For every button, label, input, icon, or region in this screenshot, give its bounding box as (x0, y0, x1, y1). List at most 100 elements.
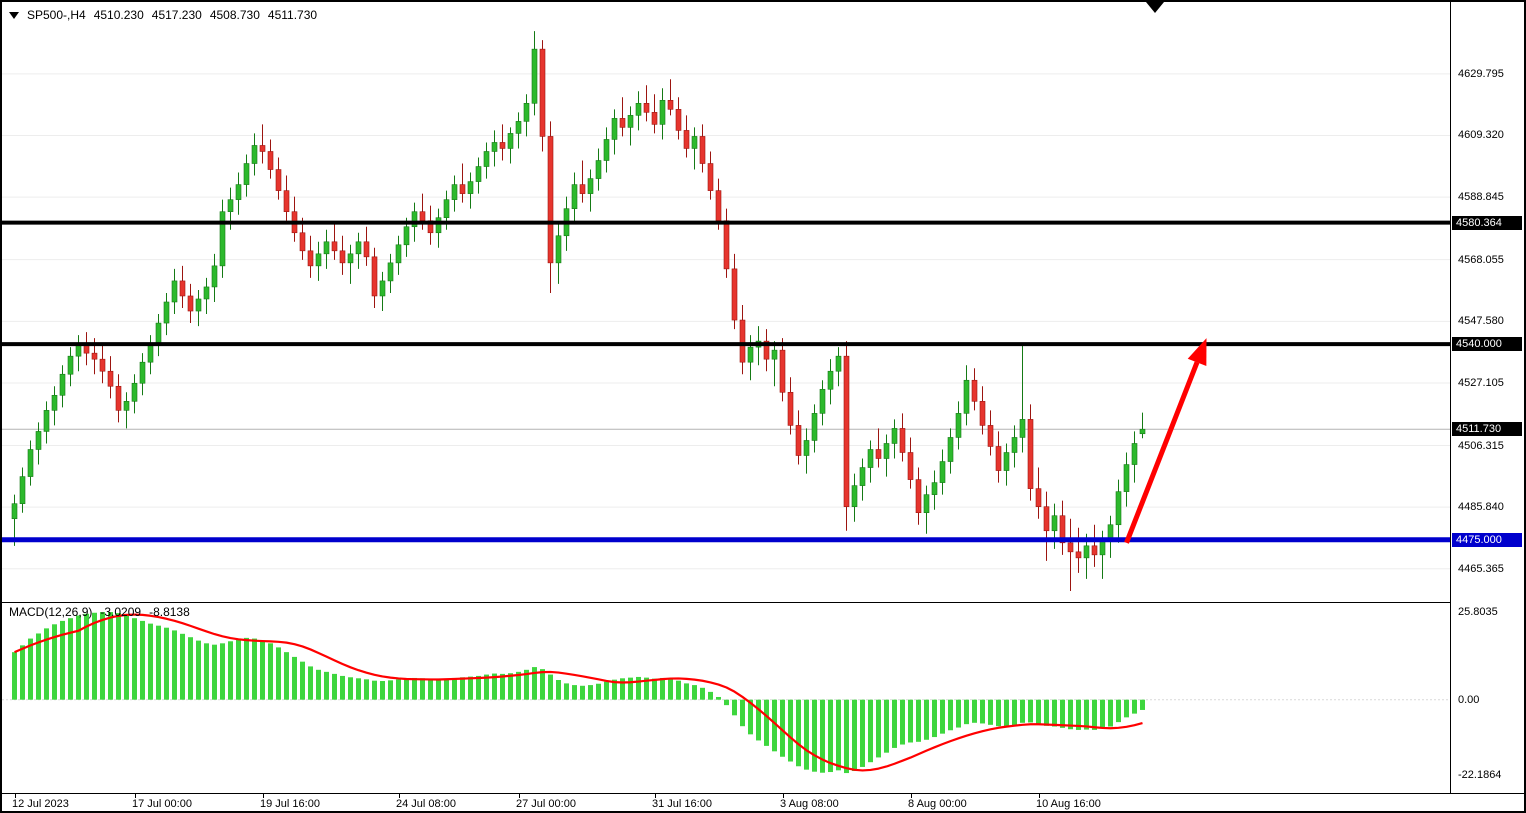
macd-tick-label: 0.00 (1458, 693, 1480, 706)
candle (1123, 452, 1130, 507)
candle-body (203, 286, 210, 300)
candle-body (603, 139, 610, 161)
candle-body (371, 256, 378, 297)
macd-histogram-bar (924, 699, 929, 740)
macd-histogram-bar (524, 669, 529, 700)
candle-body (1091, 545, 1098, 556)
candle-body (963, 379, 970, 414)
candle (1075, 527, 1082, 573)
candle (1011, 425, 1018, 468)
macd-histogram-bar (956, 699, 961, 728)
macd-histogram-bar (1140, 699, 1145, 710)
price-scale[interactable]: 4629.795 4609.320 4588.845 4568.055 4547.580… (1450, 2, 1524, 793)
macd-histogram-bar (124, 615, 129, 700)
trend-arrow[interactable] (1124, 338, 1207, 544)
candle-body (627, 115, 634, 128)
macd-histogram-bar (1084, 699, 1089, 730)
time-tick-label: 27 Jul 00:00 (516, 798, 576, 810)
candle-body (323, 241, 330, 255)
price-tick-label: 4568.055 (1458, 253, 1504, 266)
time-tick-label: 10 Aug 16:00 (1036, 798, 1101, 810)
candle-body (1003, 452, 1010, 471)
candle-body (539, 48, 546, 137)
candle-body (523, 103, 530, 122)
symbol-dropdown-icon (9, 11, 19, 19)
candle (59, 365, 66, 408)
macd-histogram-bar (148, 623, 153, 700)
chart-shift-marker-icon[interactable] (1146, 2, 1164, 13)
macd-histogram-bar (652, 678, 657, 700)
macd-indicator-header: MACD(12,26,9) -3.0209 -8.8138 (9, 605, 190, 619)
candle (75, 335, 82, 372)
candle (315, 241, 322, 281)
candle-body (307, 250, 314, 267)
macd-histogram-bar (876, 699, 881, 758)
macd-histogram-bar (948, 699, 953, 731)
candle (531, 31, 538, 116)
time-tick-mark (1038, 794, 1040, 798)
macd-histogram-bar (1060, 699, 1065, 728)
price-tick-label: 4465.365 (1458, 562, 1504, 575)
candle (267, 139, 274, 179)
candle-body (211, 265, 218, 288)
macd-histogram-bar (988, 699, 993, 725)
candle (459, 163, 466, 203)
candle (219, 199, 226, 278)
macd-histogram-bar (468, 676, 473, 700)
candle-body (251, 145, 258, 164)
candle-body (1115, 491, 1122, 526)
candle (995, 431, 1002, 483)
macd-histogram-bar (236, 639, 241, 700)
time-scale[interactable]: 12 Jul 2023 17 Jul 00:00 19 Jul 16:00 24 Ju… (2, 793, 1524, 811)
candle-body (651, 112, 658, 125)
candle-body (1035, 488, 1042, 507)
candle (899, 413, 906, 462)
candle-body (683, 130, 690, 149)
macd-histogram-bar (540, 669, 545, 700)
macd-histogram-bar (132, 618, 137, 700)
macd-histogram-bar (676, 680, 681, 700)
candle (763, 329, 770, 372)
time-tick-label: 8 Aug 00:00 (908, 798, 967, 810)
candle-body (331, 241, 338, 252)
macd-histogram-bar (100, 612, 105, 700)
macd-histogram-bar (396, 679, 401, 700)
macd-histogram-bar (692, 685, 697, 700)
macd-histogram-bar (276, 647, 281, 700)
candle-body (971, 379, 978, 402)
candle (659, 88, 666, 140)
candle-body (467, 181, 474, 194)
candle (395, 235, 402, 275)
candle-body (659, 100, 666, 125)
candle-body (635, 103, 642, 116)
candle-body (163, 301, 170, 324)
candle-body (923, 494, 930, 514)
candle (987, 410, 994, 456)
macd-histogram-bar (636, 676, 641, 700)
candle-body (859, 467, 866, 486)
candle-body (667, 100, 674, 110)
candle-body (11, 503, 18, 520)
candle-body (147, 343, 154, 363)
macd-histogram-bar (44, 628, 49, 700)
macd-histogram-bar (444, 678, 449, 700)
candle (811, 404, 818, 453)
candle-body (531, 48, 538, 104)
candle-body (811, 413, 818, 441)
macd-histogram-bar (604, 681, 609, 700)
candle (43, 401, 50, 444)
candle-body (195, 298, 202, 312)
candle (1139, 412, 1146, 439)
candle (291, 196, 298, 242)
candle-body (459, 184, 466, 194)
macd-histogram-bar (1012, 699, 1017, 726)
macd-histogram-bar (932, 699, 937, 738)
macd-histogram-bar (612, 679, 617, 700)
chart-canvas[interactable] (2, 2, 1450, 793)
candle-body (347, 253, 354, 264)
macd-histogram-bar (700, 687, 705, 700)
candle-body (1139, 428, 1146, 435)
macd-histogram-bar (460, 677, 465, 700)
macd-histogram-bar (244, 637, 249, 700)
candle (915, 467, 922, 525)
